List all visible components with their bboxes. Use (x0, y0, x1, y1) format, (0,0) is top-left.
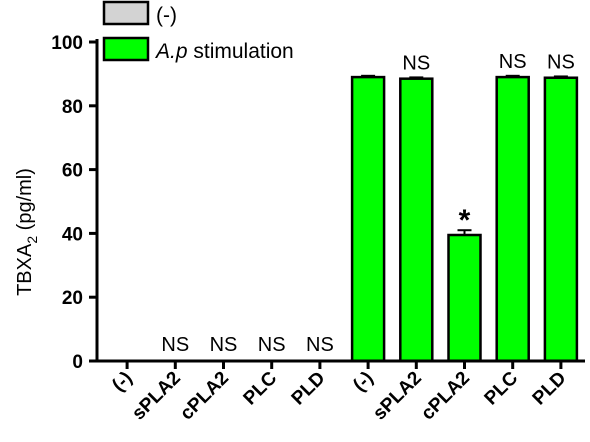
y-axis-label: TBXA2 (pg/ml) (14, 168, 40, 296)
legend-swatch (102, 0, 150, 26)
y-axis-label-subscript: 2 (24, 236, 40, 244)
x-tick-label: cPLA2 (417, 368, 474, 425)
legend-label: (-) (156, 4, 177, 27)
x-tick-label: (-) (349, 368, 377, 396)
legend-label: A.p stimulation (154, 40, 294, 63)
x-tick-label: cPLA2 (176, 368, 233, 425)
ns-label: NS (210, 334, 238, 356)
ns-label: NS (306, 334, 334, 356)
y-tick-label: 0 (72, 352, 83, 373)
x-tick-label: PLD (529, 368, 571, 410)
annotations: NS NS NS NS NS * NS NS (161, 51, 574, 356)
ns-label: NS (161, 334, 189, 356)
y-axis-label-main: TBXA (14, 243, 36, 296)
y-tick-label: 80 (62, 97, 83, 118)
bar (543, 76, 579, 363)
bar (399, 77, 434, 363)
x-tick-label: (-) (108, 368, 136, 396)
y-tick-label: 20 (62, 288, 83, 309)
y-axis-label-unit: (pg/ml) (14, 168, 36, 236)
ns-label: NS (258, 334, 286, 356)
y-tick-label: 60 (62, 161, 83, 182)
ns-label: NS (402, 52, 430, 74)
y-tick-label: 40 (62, 224, 83, 245)
legend: (-) A.p stimulation (102, 0, 294, 63)
bar (447, 233, 482, 363)
bar (495, 75, 530, 363)
x-tick-label: sPLA2 (369, 368, 426, 425)
ns-label: NS (499, 51, 527, 73)
bar (350, 75, 386, 363)
bars (350, 74, 579, 363)
x-tick-label: sPLA2 (128, 368, 185, 425)
significance-star: * (459, 204, 471, 237)
x-tick-label: PLC (240, 367, 282, 409)
ns-label: NS (547, 51, 575, 73)
x-tick-label: PLD (288, 368, 330, 410)
legend-swatch (102, 36, 150, 62)
y-tick-label: 100 (51, 33, 83, 54)
x-tick-label: PLC (481, 367, 523, 409)
